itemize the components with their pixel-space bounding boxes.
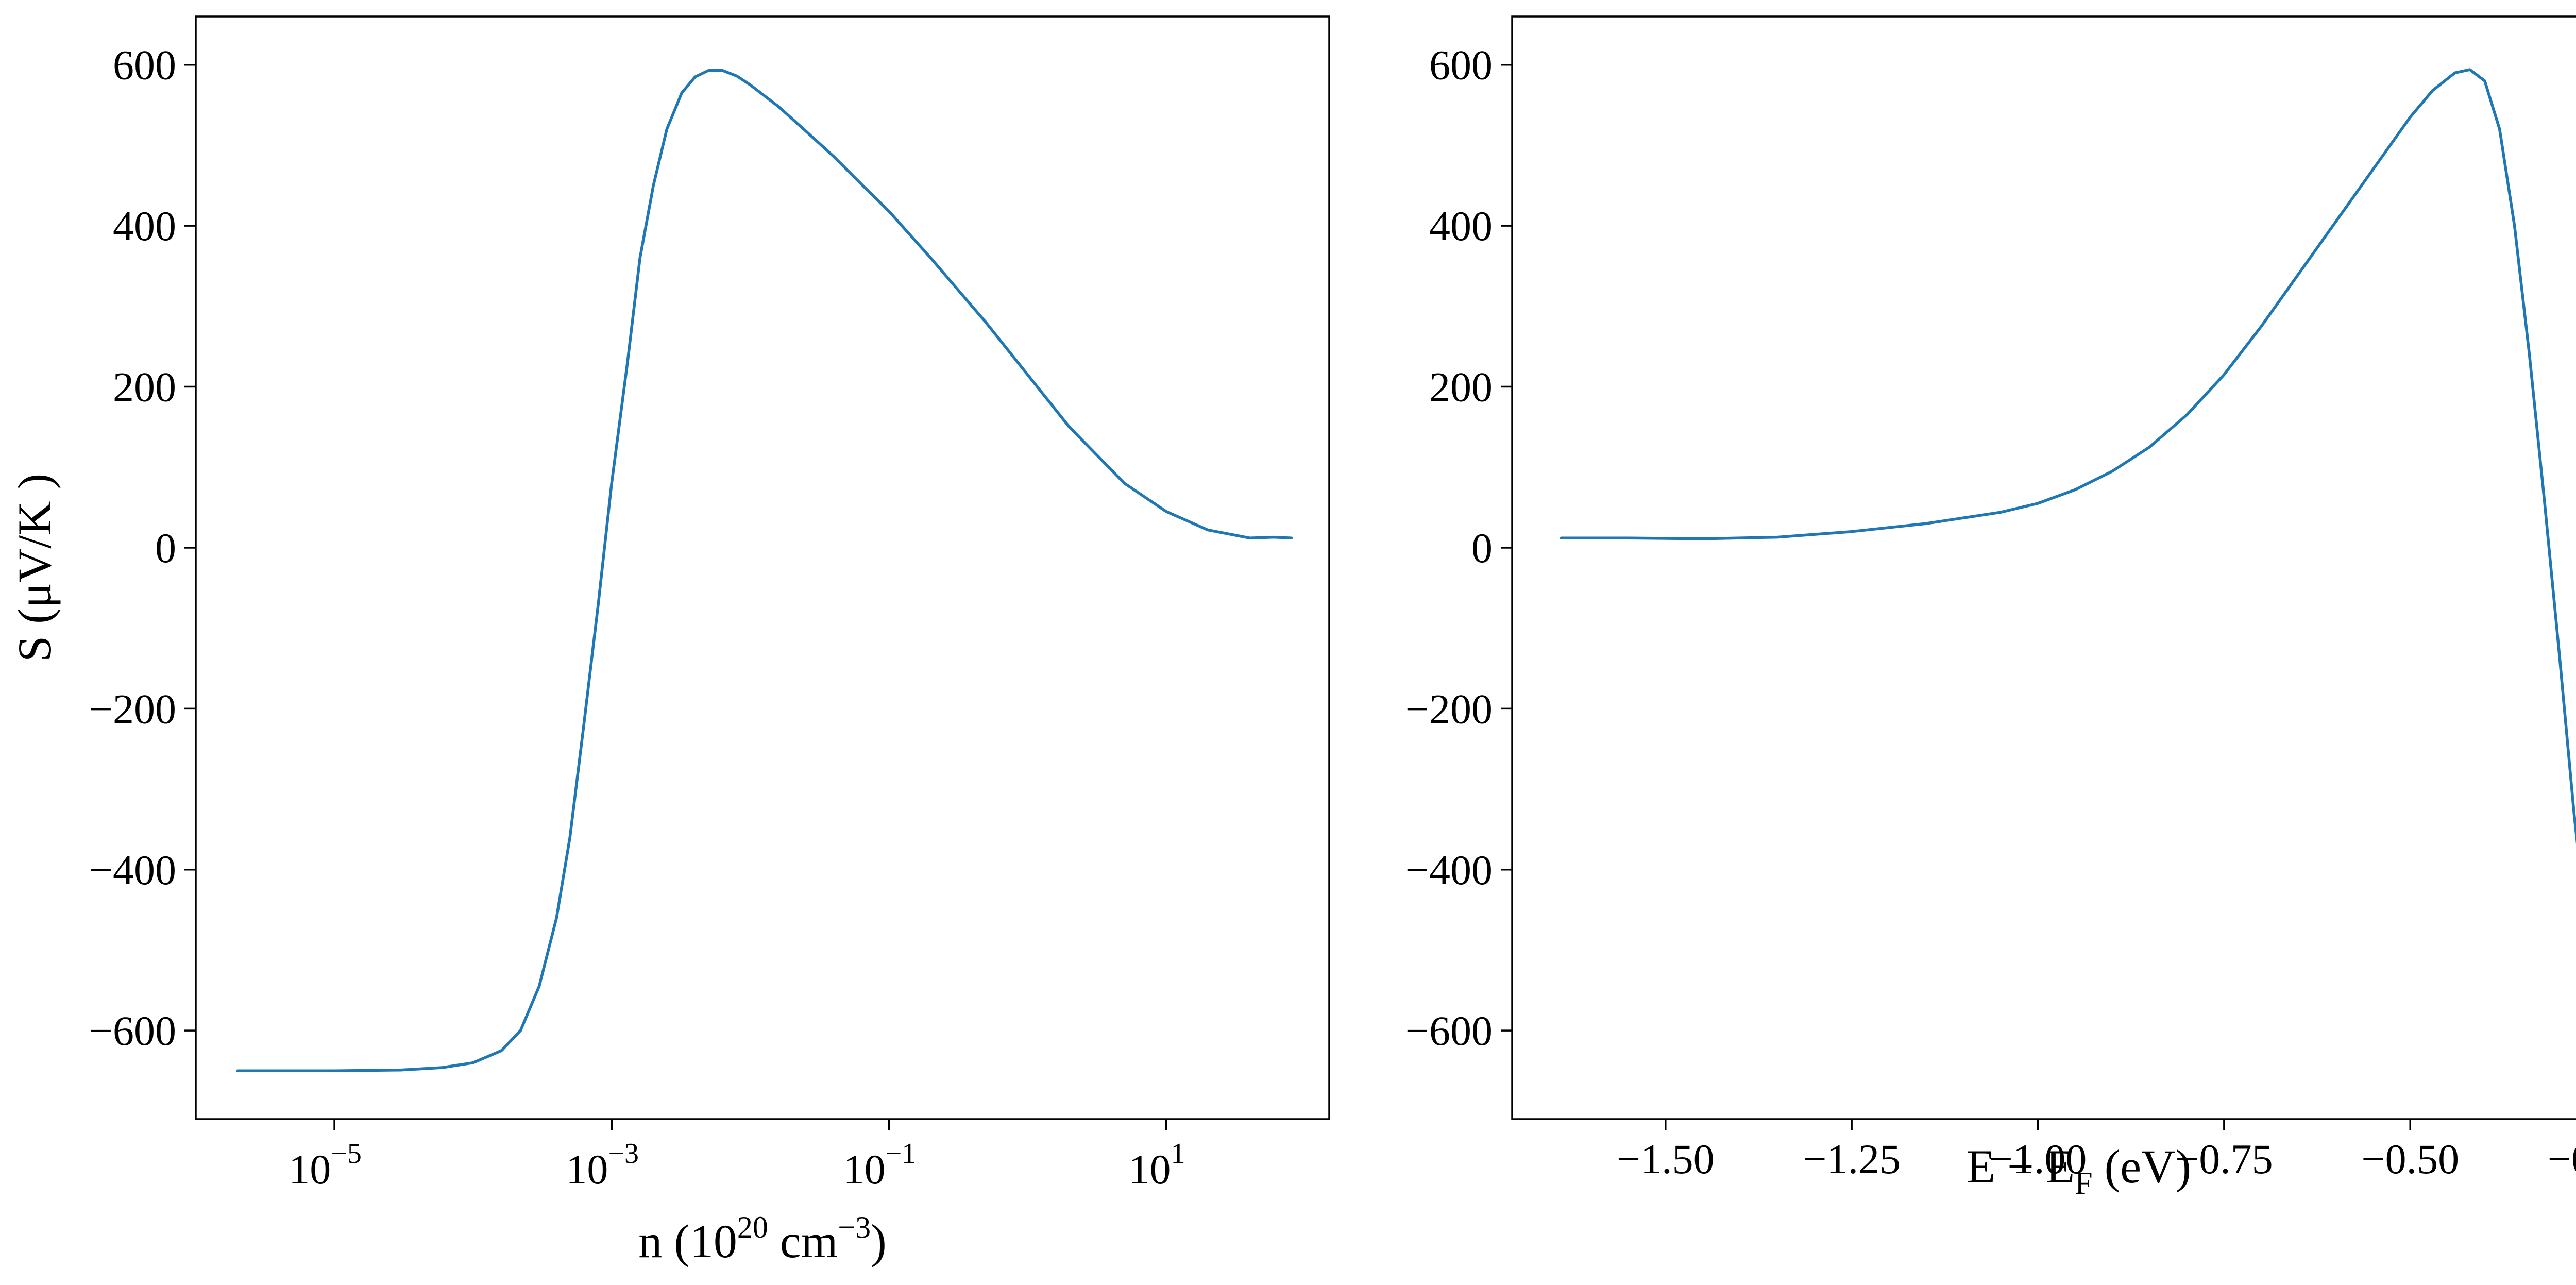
right-plot-frame [1511,15,2576,1120]
left-plot-ticks: −600 −400 −200 0 200 400 600 10−5 10−3 10−1 101 [89,42,1185,1193]
y-tick-label: −200 [89,685,176,732]
y-tick-label: 400 [1429,202,1493,249]
x-tick-label: 101 [1129,1138,1185,1193]
x-tick-label: −0.75 [2175,1136,2273,1182]
right-plot-x-axis-label: E − EF (eV) [1967,1140,2191,1201]
y-tick-label: −400 [89,847,176,893]
x-tick-label: −0.50 [2361,1136,2459,1182]
left-x-label-sup: −3 [838,1210,871,1244]
x-tick-label: −1.50 [1617,1136,1715,1182]
right-x-label-sub: F [2075,1166,2092,1201]
y-tick-label: −200 [1405,685,1493,732]
series-line-0 [1560,68,2576,844]
y-tick-label: 200 [1429,364,1493,411]
right-plot-series [1560,68,2576,844]
y-tick-label: −600 [89,1007,176,1054]
x-tick-label: −1.25 [1803,1136,1901,1182]
x-tick-label: −0.25 [2548,1136,2576,1182]
left-plot-panel: −600 −400 −200 0 200 400 600 10−5 10−3 10−1 101 S … [8,15,1330,1267]
left-plot-x-axis-label: n (1020 cm−3) [638,1210,887,1267]
x-tick-label: 10−5 [289,1138,362,1193]
y-tick-label: −600 [1405,1007,1493,1054]
right-plot-panel: −600 −400 −200 0 200 400 600 −1.50 −1.25 −1.00 −0.… [1405,15,2576,1201]
left-x-label-part: ) [871,1215,887,1267]
left-plot-y-axis-label: S (μV/K ) [8,474,61,662]
y-tick-label: 0 [1471,525,1493,571]
left-plot-frame [195,15,1330,1120]
right-x-label-part: E − E [1967,1140,2075,1193]
x-tick-label: 10−1 [843,1138,917,1193]
left-x-label-part: n (10 [638,1215,737,1267]
y-tick-label: 600 [1429,42,1493,89]
right-plot-ticks: −600 −400 −200 0 200 400 600 −1.50 −1.25 −1.00 −0.… [1405,42,2576,1182]
left-x-label-sup: 20 [737,1210,768,1244]
y-tick-label: 400 [113,202,176,249]
series-line-0 [236,69,1293,1073]
left-x-label-part: cm [768,1215,838,1267]
right-x-label-part: (eV) [2093,1140,2192,1193]
x-tick-label: 10−3 [566,1138,639,1193]
x-tick-label: −1.00 [1989,1136,2087,1182]
y-tick-label: −400 [1405,847,1493,893]
y-tick-label: 200 [113,364,176,411]
y-tick-label: 600 [113,42,176,89]
y-tick-label: 0 [155,525,176,571]
left-plot-series [236,69,1293,1073]
